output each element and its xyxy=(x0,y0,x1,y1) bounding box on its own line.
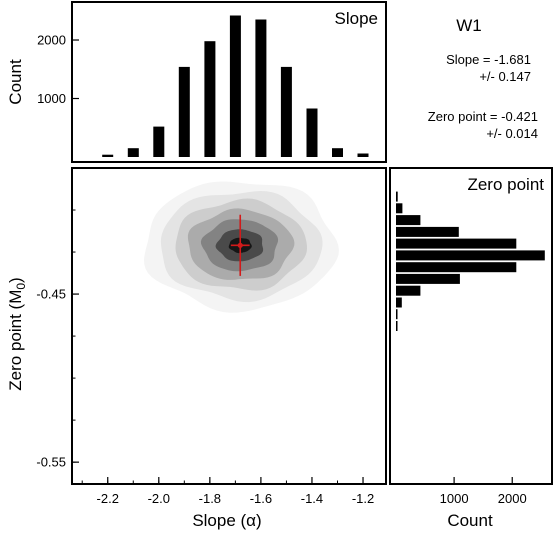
top-y-tick-label: 1000 xyxy=(37,91,66,106)
joint-panel-frame xyxy=(71,167,387,485)
right-histogram-bar xyxy=(396,262,517,273)
right-histogram-bar xyxy=(396,297,402,308)
right-panel-title: Zero point xyxy=(467,175,544,194)
right-histogram-bar xyxy=(396,309,398,320)
stats-block: W1 Slope = -1.681 +/- 0.147 Zero point =… xyxy=(428,16,538,141)
slope-stat: Slope = -1.681 xyxy=(446,52,531,67)
top-histogram-bars xyxy=(102,15,369,158)
top-histogram-panel: 1000 2000 Slope Count xyxy=(6,1,387,163)
joint-x-tick-label: -2.0 xyxy=(148,491,170,506)
right-x-ticks: 1000 2000 xyxy=(440,477,527,506)
right-histogram-bar xyxy=(396,215,421,226)
joint-error-cross xyxy=(230,214,250,276)
best-fit-point xyxy=(237,242,243,248)
joint-x-axis-label: Slope (α) xyxy=(192,511,261,530)
top-y-ticks: 1000 2000 xyxy=(37,33,79,106)
top-histogram-bar xyxy=(332,148,343,157)
joint-x-tick-label: -1.6 xyxy=(250,491,272,506)
zero-point-error: +/- 0.014 xyxy=(486,126,538,141)
right-x-tick-label: 1000 xyxy=(440,491,469,506)
right-x-tick-label: 2000 xyxy=(498,491,527,506)
joint-y-label-subscript: 0 xyxy=(14,283,28,290)
joint-x-tick-label: -1.8 xyxy=(199,491,221,506)
joint-y-label-main: Zero point (M xyxy=(6,290,25,391)
top-y-tick-label: 2000 xyxy=(37,33,66,48)
top-histogram-bar xyxy=(255,19,267,157)
joint-y-axis-label: Zero point (M0) xyxy=(6,277,28,390)
right-x-axis-label: Count xyxy=(447,511,493,530)
right-histogram-bar xyxy=(396,238,517,249)
slope-error: +/- 0.147 xyxy=(479,69,531,84)
top-histogram-bar xyxy=(229,15,241,157)
right-histogram-bar xyxy=(396,273,460,284)
right-histogram-bar xyxy=(396,226,459,237)
right-histogram-bars xyxy=(396,191,545,331)
joint-panel: -2.2 -2.0 -1.8 -1.6 -1.4 -1.2 -0.45 -0.55 Slop… xyxy=(6,167,387,530)
joint-x-tick-label: -2.2 xyxy=(97,491,119,506)
joint-y-tick-label: -0.55 xyxy=(36,455,66,470)
joint-x-tick-label: -1.4 xyxy=(301,491,323,506)
top-panel-title: Slope xyxy=(335,9,378,28)
joint-y-label-close: ) xyxy=(6,277,25,283)
joint-y-ticks: -0.45 -0.55 xyxy=(36,209,79,470)
right-histogram-bar xyxy=(396,191,398,202)
top-panel-frame xyxy=(71,1,387,163)
top-histogram-bar xyxy=(204,41,216,158)
top-histogram-bar xyxy=(306,108,318,157)
top-histogram-bar xyxy=(102,154,114,157)
right-histogram-bar xyxy=(396,203,403,214)
joint-x-tick-label: -1.2 xyxy=(352,491,374,506)
top-histogram-bar xyxy=(127,148,139,157)
top-histogram-bar xyxy=(178,66,190,157)
right-histogram-bar xyxy=(396,321,398,331)
right-histogram-bar xyxy=(396,250,545,261)
band-title: W1 xyxy=(456,16,482,35)
top-histogram-bar xyxy=(153,126,165,157)
top-histogram-bar xyxy=(280,66,292,157)
joint-y-tick-label: -0.45 xyxy=(36,287,66,302)
joint-x-ticks: -2.2 -2.0 -1.8 -1.6 -1.4 -1.2 xyxy=(81,477,374,506)
top-histogram-bar xyxy=(357,153,369,157)
right-histogram-bar xyxy=(396,285,421,296)
zero-point-stat: Zero point = -0.421 xyxy=(428,109,538,124)
right-histogram-panel: 1000 2000 Zero point Count xyxy=(389,167,553,530)
top-y-axis-label: Count xyxy=(6,59,25,105)
